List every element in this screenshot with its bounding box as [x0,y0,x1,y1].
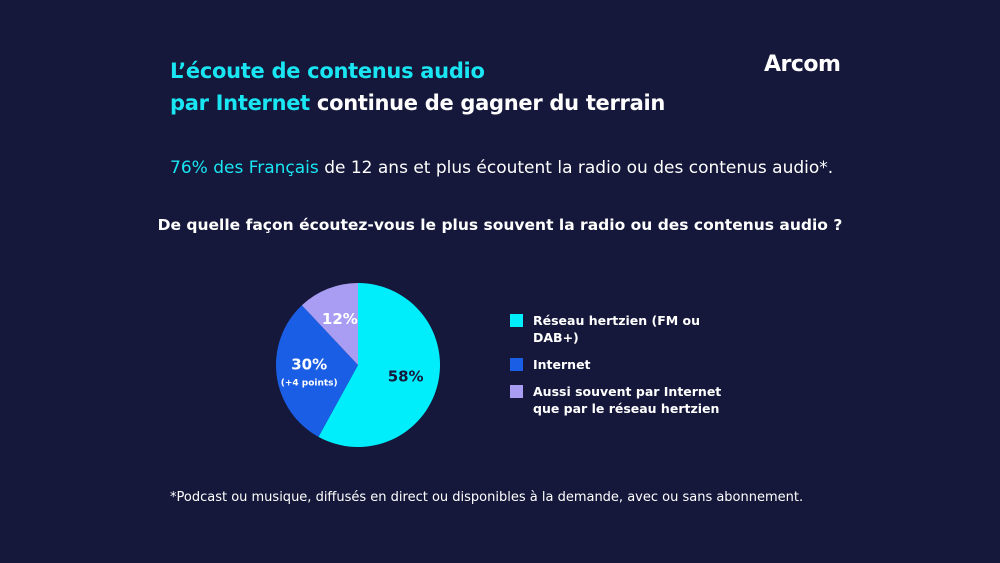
subtitle-highlight: 76% des Français [170,158,319,178]
legend-item: Aussi souvent par Internet que par le ré… [510,383,750,417]
annotation: (+4 points) [281,379,338,389]
pie-slice [276,305,358,437]
value-label: 58% [388,368,424,386]
title: L’écoute de contenus audio par Internet … [170,55,665,119]
legend-swatch [510,314,523,327]
title-line: L’écoute de contenus audio [170,59,485,83]
chart-title: De quelle façon écoutez-vous le plus sou… [157,216,843,234]
subtitle: 76% des Français de 12 ans et plus écout… [170,158,833,178]
logo: Arcom [764,52,841,77]
legend-item: Internet [510,356,750,373]
legend: Réseau hertzien (FM ou DAB+) Internet Auss… [510,312,750,427]
legend-swatch [510,358,523,371]
legend-label: Aussi souvent par Internet que par le ré… [533,384,722,416]
title-rest: continue de gagner du terrain [316,91,666,115]
subtitle-rest: de 12 ans et plus écoutent la radio ou d… [324,158,834,178]
value-label: 30% [291,356,327,374]
pie-slice [318,283,440,447]
footnote: *Podcast ou musique, diffusés en direct … [170,490,804,505]
title-line: par Internet continue de gagner du terra… [170,87,665,119]
pie-slice [301,283,358,365]
legend-swatch [510,385,523,398]
legend-label: Réseau hertzien (FM ou DAB+) [533,313,701,345]
legend-label: Internet [533,357,591,372]
legend-item: Réseau hertzien (FM ou DAB+) [510,312,750,346]
title-highlight: par Internet [170,91,310,115]
value-label: 12% [322,310,358,328]
